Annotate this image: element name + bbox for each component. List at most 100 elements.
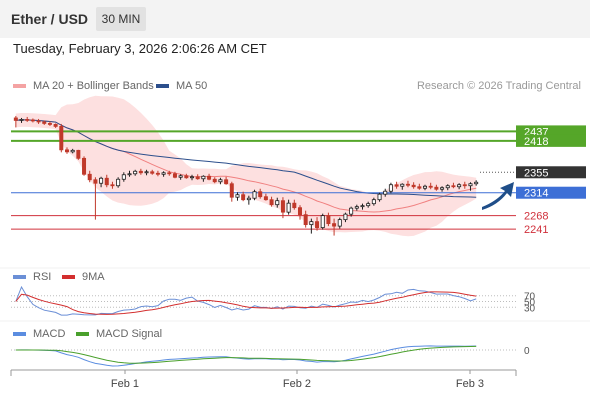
level-tag-2314 xyxy=(516,186,586,199)
candle-body xyxy=(405,183,410,186)
candle xyxy=(337,217,342,229)
level-label-2268: 2268 xyxy=(524,211,548,223)
candle xyxy=(411,182,416,189)
candle xyxy=(445,184,450,191)
legend-rsi: RSI xyxy=(13,271,51,283)
candle-body xyxy=(474,181,479,185)
candle-body xyxy=(195,176,200,180)
rsi-ma-swatch xyxy=(62,275,75,279)
candle xyxy=(326,212,331,227)
forecast-arrow xyxy=(482,182,514,210)
candle xyxy=(258,188,263,199)
candle xyxy=(377,192,382,202)
macd-line xyxy=(15,345,477,367)
instrument-title: Ether / USD xyxy=(11,11,89,27)
candle-body xyxy=(167,172,172,175)
candle-body xyxy=(377,193,382,201)
candle xyxy=(121,172,126,182)
legend-macd-label: MACD xyxy=(33,328,66,340)
candle xyxy=(116,177,121,188)
candle xyxy=(235,192,240,201)
candle xyxy=(53,123,58,128)
candle xyxy=(405,180,410,188)
level-label-2314: 2314 xyxy=(524,188,548,200)
candle xyxy=(59,123,64,153)
candle-body xyxy=(59,126,64,151)
candle-body xyxy=(93,179,98,184)
candle xyxy=(212,177,217,184)
rsi-tick-50: 50 xyxy=(524,298,536,309)
candle-body xyxy=(445,185,450,189)
legend-macd-signal: MACD Signal xyxy=(76,328,162,340)
candle xyxy=(394,181,399,189)
candle-body xyxy=(201,175,206,180)
candle xyxy=(224,176,229,185)
candle-body xyxy=(53,124,58,127)
candle-body xyxy=(371,199,376,205)
candle xyxy=(64,147,69,154)
candle-body xyxy=(218,179,223,183)
macd-swatch xyxy=(13,332,26,336)
candle-body xyxy=(150,171,155,174)
candle xyxy=(104,174,109,188)
candle xyxy=(87,170,92,183)
candle xyxy=(451,182,456,189)
level-label-2241: 2241 xyxy=(524,224,548,236)
candle xyxy=(36,118,41,124)
candle xyxy=(110,181,115,189)
candle xyxy=(93,177,98,220)
candle-body xyxy=(82,157,87,175)
candle-body xyxy=(309,221,314,226)
candle-body xyxy=(434,186,439,190)
candle-body xyxy=(190,176,195,179)
level-label-2418: 2418 xyxy=(524,136,548,148)
rsi-tick-30: 30 xyxy=(524,303,536,314)
rsi-swatch xyxy=(13,275,26,279)
candle-body xyxy=(423,185,428,189)
candle xyxy=(349,206,354,217)
candle xyxy=(275,197,280,208)
legend-ma50: MA 50 xyxy=(156,80,207,92)
candle xyxy=(184,173,189,179)
candle-body xyxy=(104,177,109,186)
candle-body xyxy=(263,196,268,201)
candle xyxy=(76,149,81,160)
candle-body xyxy=(161,172,166,175)
candle-body xyxy=(337,219,342,227)
candle-body xyxy=(468,183,473,187)
candle xyxy=(417,183,422,190)
candle-body xyxy=(144,171,149,174)
candle-body xyxy=(360,205,365,208)
candle xyxy=(474,180,479,186)
candle-body xyxy=(275,200,280,206)
candle-body xyxy=(343,213,348,221)
candle-body xyxy=(411,184,416,188)
candle-body xyxy=(417,186,422,189)
legend-ma50-label: MA 50 xyxy=(176,80,208,92)
legend-rsi-ma: 9MA xyxy=(62,271,105,283)
candle xyxy=(178,174,183,180)
candle xyxy=(70,148,75,154)
rsi-line xyxy=(15,285,477,316)
candle-body xyxy=(207,175,212,180)
candle-body xyxy=(440,187,445,190)
candle xyxy=(383,188,388,197)
timeframe-badge[interactable]: 30 MIN xyxy=(96,7,146,31)
candle xyxy=(462,181,467,189)
candle xyxy=(371,197,376,206)
candle-body xyxy=(235,194,240,198)
candle xyxy=(343,212,348,223)
level-label-2355: 2355 xyxy=(524,167,548,179)
candle xyxy=(434,184,439,191)
candle-body xyxy=(388,184,393,192)
level-tag-2437 xyxy=(516,125,586,138)
candle xyxy=(303,210,308,228)
candle xyxy=(360,203,365,210)
candle-body xyxy=(30,119,35,122)
candle-body xyxy=(110,184,115,187)
candle-body xyxy=(354,206,359,209)
candle xyxy=(354,204,359,211)
candle xyxy=(150,169,155,175)
candle xyxy=(280,197,285,219)
